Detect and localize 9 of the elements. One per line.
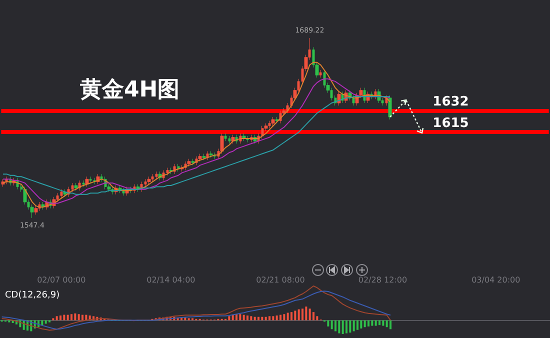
x-tick-label: 02/07 00:00 [37,276,86,284]
text: CD(12,26,9) [5,290,60,300]
x-tick-label: 03/04 20:00 [472,276,520,284]
ref-line-label: 1615 [432,116,469,132]
ref-line-label: 1632 [432,94,469,110]
x-tick-label: 02/28 12:00 [358,276,408,284]
x-tick-label: 02/14 04:00 [146,276,196,284]
x-tick-label: 02/21 08:00 [256,276,305,284]
text: 黄金4H图 [79,78,180,102]
